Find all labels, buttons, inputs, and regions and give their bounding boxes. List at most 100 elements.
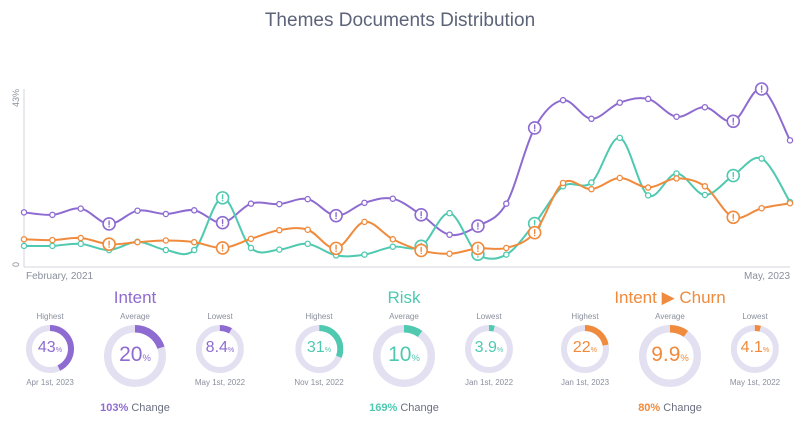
data-point-intent-churn[interactable] [20, 236, 28, 243]
data-point-intent-churn[interactable] [701, 183, 709, 190]
data-point-risk[interactable] [190, 246, 198, 254]
data-point-risk[interactable] [389, 243, 397, 250]
chart-title: Themes Documents Distribution [264, 10, 536, 31]
data-point-intent[interactable] [247, 200, 255, 207]
data-point-intent[interactable] [786, 137, 794, 144]
data-point-intent-churn[interactable] [77, 234, 84, 242]
data-point-risk[interactable] [503, 251, 510, 258]
data-point-risk[interactable] [49, 242, 56, 250]
data-point-intent[interactable] [644, 95, 652, 103]
data-point-intent-churn[interactable] [134, 238, 141, 246]
data-point-intent[interactable] [304, 195, 311, 203]
alert-marker-risk[interactable] [726, 168, 741, 183]
data-point-intent-churn[interactable] [389, 236, 397, 243]
alert-marker-intent[interactable] [414, 208, 428, 222]
alert-marker-intent-churn[interactable] [471, 241, 485, 256]
data-point-intent-churn[interactable] [758, 204, 765, 212]
donut-fill [104, 325, 166, 387]
stat-label: Lowest [207, 312, 233, 321]
alert-marker-intent[interactable] [215, 215, 230, 230]
alert-marker-intent[interactable] [471, 219, 485, 233]
data-point-intent[interactable] [616, 99, 624, 106]
data-point-risk[interactable] [701, 191, 709, 199]
donut-highest-intent: 43% [26, 325, 74, 373]
data-point-risk[interactable] [304, 240, 311, 248]
data-point-intent-churn[interactable] [49, 236, 56, 244]
data-point-intent-churn[interactable] [616, 174, 624, 182]
data-point-intent-churn[interactable] [786, 200, 794, 207]
data-point-risk[interactable] [361, 251, 368, 258]
alert-marker-intent[interactable] [527, 121, 542, 135]
data-point-intent[interactable] [276, 200, 283, 208]
data-point-intent-churn[interactable] [588, 185, 595, 193]
alert-marker-intent-churn[interactable] [726, 210, 741, 225]
alert-marker-intent-churn[interactable] [215, 241, 230, 255]
alert-marker-intent-churn[interactable] [527, 225, 542, 240]
y-tick-label: 43% [11, 89, 21, 107]
data-point-intent[interactable] [503, 200, 510, 207]
stat-date: Jan 1st, 2023 [560, 378, 610, 387]
data-point-risk[interactable] [588, 179, 595, 186]
data-point-intent[interactable] [134, 207, 141, 214]
data-point-intent-churn[interactable] [559, 179, 567, 187]
alert-marker-intent-churn[interactable] [102, 237, 116, 252]
data-point-intent-churn[interactable] [673, 175, 680, 182]
stat-label: Average [120, 312, 150, 321]
alert-marker-intent-churn[interactable] [414, 243, 428, 258]
alert-marker-intent-churn[interactable] [329, 241, 343, 256]
data-point-intent[interactable] [389, 195, 397, 202]
stat-highest-intent: Highest 43% Apr 1st, 2023 [26, 312, 74, 387]
data-point-risk[interactable] [162, 246, 170, 254]
alert-marker-intent[interactable] [726, 114, 741, 129]
donut-fill [639, 325, 701, 387]
change-intent-churn: 80% Change [638, 402, 702, 414]
series-line-risk [23, 136, 791, 260]
stat-average-risk: Average 10% [373, 312, 435, 387]
data-point-intent[interactable] [673, 113, 680, 120]
data-point-intent-churn[interactable] [304, 226, 311, 233]
data-point-intent-churn[interactable] [190, 238, 198, 246]
data-point-intent-churn[interactable] [361, 218, 368, 226]
data-point-intent[interactable] [20, 209, 28, 216]
data-point-intent[interactable] [49, 211, 56, 219]
group-title-intent-churn: Intent ▶ Churn [614, 288, 726, 307]
data-point-intent[interactable] [361, 199, 368, 207]
data-point-risk[interactable] [276, 246, 283, 253]
data-point-risk[interactable] [616, 134, 624, 142]
data-point-risk[interactable] [644, 192, 652, 199]
data-point-intent[interactable] [190, 207, 198, 214]
stat-date: Apr 1st, 2023 [26, 378, 74, 387]
data-point-risk[interactable] [77, 240, 84, 248]
data-point-intent-churn[interactable] [276, 226, 283, 234]
data-point-risk[interactable] [247, 244, 255, 252]
donut-value: 10% [388, 343, 420, 367]
data-point-intent[interactable] [162, 210, 170, 218]
data-point-intent-churn[interactable] [503, 244, 510, 252]
data-point-intent-churn[interactable] [162, 237, 170, 244]
data-point-intent-churn[interactable] [644, 184, 652, 191]
data-point-intent-churn[interactable] [446, 250, 453, 258]
x-axis-end-label: May, 2023 [744, 271, 790, 282]
alert-marker-intent[interactable] [102, 217, 116, 231]
alert-marker-intent[interactable] [754, 82, 769, 96]
stat-label: Highest [305, 312, 333, 321]
data-point-intent[interactable] [446, 231, 453, 238]
donut-value: 3.9% [474, 339, 504, 357]
alert-marker-intent[interactable] [329, 208, 343, 223]
data-point-intent-churn[interactable] [247, 235, 255, 243]
group-title-intent: Intent [113, 288, 157, 307]
data-point-risk[interactable] [758, 155, 765, 162]
data-point-risk[interactable] [20, 242, 28, 250]
stat-label: Lowest [476, 312, 502, 321]
stat-label: Average [655, 312, 685, 321]
donut-average-intent: 20% [104, 325, 166, 387]
data-point-intent[interactable] [77, 205, 84, 212]
data-point-intent[interactable] [559, 96, 567, 104]
alert-marker-risk[interactable] [215, 191, 230, 205]
donut-value: 20% [119, 343, 151, 367]
stat-date: May 1st, 2022 [194, 378, 246, 387]
stat-lowest-risk: Lowest 3.9% Jan 1st, 2022 [465, 312, 513, 387]
data-point-risk[interactable] [446, 209, 453, 217]
data-point-intent[interactable] [701, 103, 709, 111]
data-point-intent[interactable] [588, 115, 595, 123]
